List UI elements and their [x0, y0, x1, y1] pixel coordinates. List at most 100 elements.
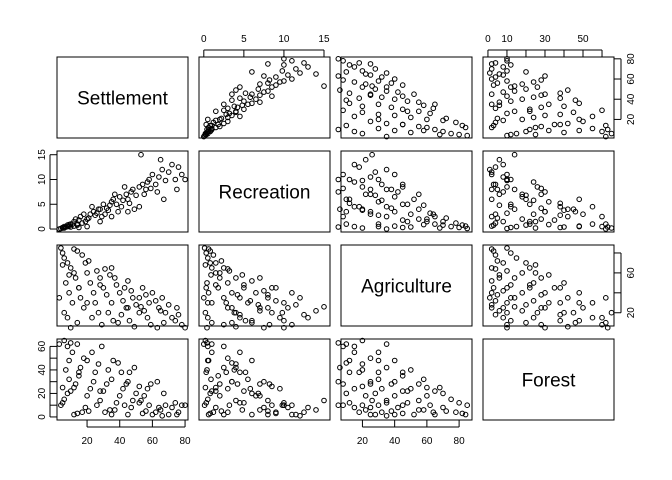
right-axis-settlement: 20 40 60 80 — [614, 53, 637, 125]
data-point — [375, 212, 382, 218]
data-point — [209, 388, 215, 394]
data-point — [157, 407, 164, 413]
data-point — [464, 225, 471, 232]
data-point — [557, 300, 564, 306]
data-point — [500, 72, 507, 78]
data-point — [159, 295, 165, 301]
data-point — [424, 393, 430, 399]
data-point — [289, 76, 295, 82]
tick-label: 80 — [454, 436, 466, 447]
data-point — [367, 118, 374, 125]
data-point — [395, 189, 401, 195]
data-point — [74, 319, 81, 326]
data-point — [113, 282, 120, 288]
data-point — [233, 397, 239, 404]
data-point — [565, 323, 571, 330]
data-point — [404, 98, 411, 104]
data-point — [359, 207, 366, 213]
data-point — [226, 402, 233, 409]
data-point — [542, 189, 548, 195]
data-point — [343, 360, 350, 366]
data-point — [121, 285, 128, 291]
data-point — [123, 191, 130, 198]
data-point — [437, 131, 443, 138]
data-point — [565, 87, 571, 93]
data-point — [519, 290, 526, 296]
data-point — [523, 302, 529, 308]
data-point — [174, 186, 180, 193]
data-point — [359, 225, 366, 231]
data-point — [420, 376, 427, 383]
data-point — [359, 383, 366, 390]
data-point — [399, 106, 406, 113]
data-point — [391, 223, 398, 229]
data-point — [269, 285, 275, 291]
data-point — [395, 89, 401, 95]
data-point — [500, 288, 507, 294]
data-point — [67, 388, 74, 394]
data-point — [112, 191, 118, 198]
data-point — [76, 373, 82, 379]
data-point — [82, 218, 89, 225]
data-point — [604, 126, 611, 133]
data-point — [261, 378, 267, 385]
data-point — [85, 215, 92, 221]
tick-label: 20 — [37, 387, 48, 399]
data-point — [538, 321, 545, 328]
data-point — [56, 341, 63, 347]
data-point — [297, 295, 303, 301]
data-point — [128, 404, 134, 411]
data-point — [208, 376, 214, 383]
panel-frame — [56, 150, 189, 233]
data-point — [154, 324, 161, 331]
data-point — [273, 74, 279, 80]
data-point — [269, 402, 275, 409]
data-point — [131, 323, 138, 330]
data-point — [599, 321, 605, 328]
tick-label: 60 — [626, 73, 637, 85]
data-point — [217, 381, 223, 387]
data-point — [367, 211, 374, 217]
data-point — [204, 367, 210, 373]
data-point — [266, 381, 273, 387]
data-point — [82, 404, 89, 411]
data-point — [408, 224, 414, 230]
data-point — [508, 84, 514, 90]
data-point — [599, 314, 605, 321]
data-point — [157, 308, 164, 314]
data-point — [538, 305, 545, 311]
data-point — [225, 280, 231, 286]
data-point — [508, 317, 514, 324]
data-point — [128, 288, 134, 294]
data-point — [249, 357, 255, 364]
data-point — [205, 396, 211, 403]
top-axis-recreation: 0 5 10 15 — [201, 34, 330, 57]
data-point — [143, 408, 149, 414]
data-point — [570, 309, 577, 316]
data-point — [453, 119, 459, 126]
data-point — [249, 390, 255, 397]
data-point — [90, 378, 97, 385]
data-point — [84, 270, 90, 276]
data-point — [372, 192, 379, 199]
data-point — [337, 206, 343, 212]
data-point — [118, 311, 125, 318]
data-point — [71, 223, 77, 229]
data-point — [375, 176, 382, 183]
data-point — [182, 324, 188, 331]
data-point — [64, 314, 71, 321]
data-point — [257, 381, 263, 387]
data-point — [356, 164, 363, 170]
data-point — [346, 90, 353, 96]
data-point — [589, 113, 596, 120]
data-point — [399, 82, 406, 88]
tick-label: 0 — [485, 34, 491, 45]
scatter-panel-recreation-vs-agriculture — [198, 244, 331, 331]
data-point — [359, 84, 366, 90]
data-point — [519, 270, 526, 276]
data-point — [207, 260, 213, 266]
data-point — [174, 305, 180, 311]
data-point — [115, 319, 121, 326]
data-point — [488, 213, 495, 220]
data-point — [123, 305, 130, 311]
